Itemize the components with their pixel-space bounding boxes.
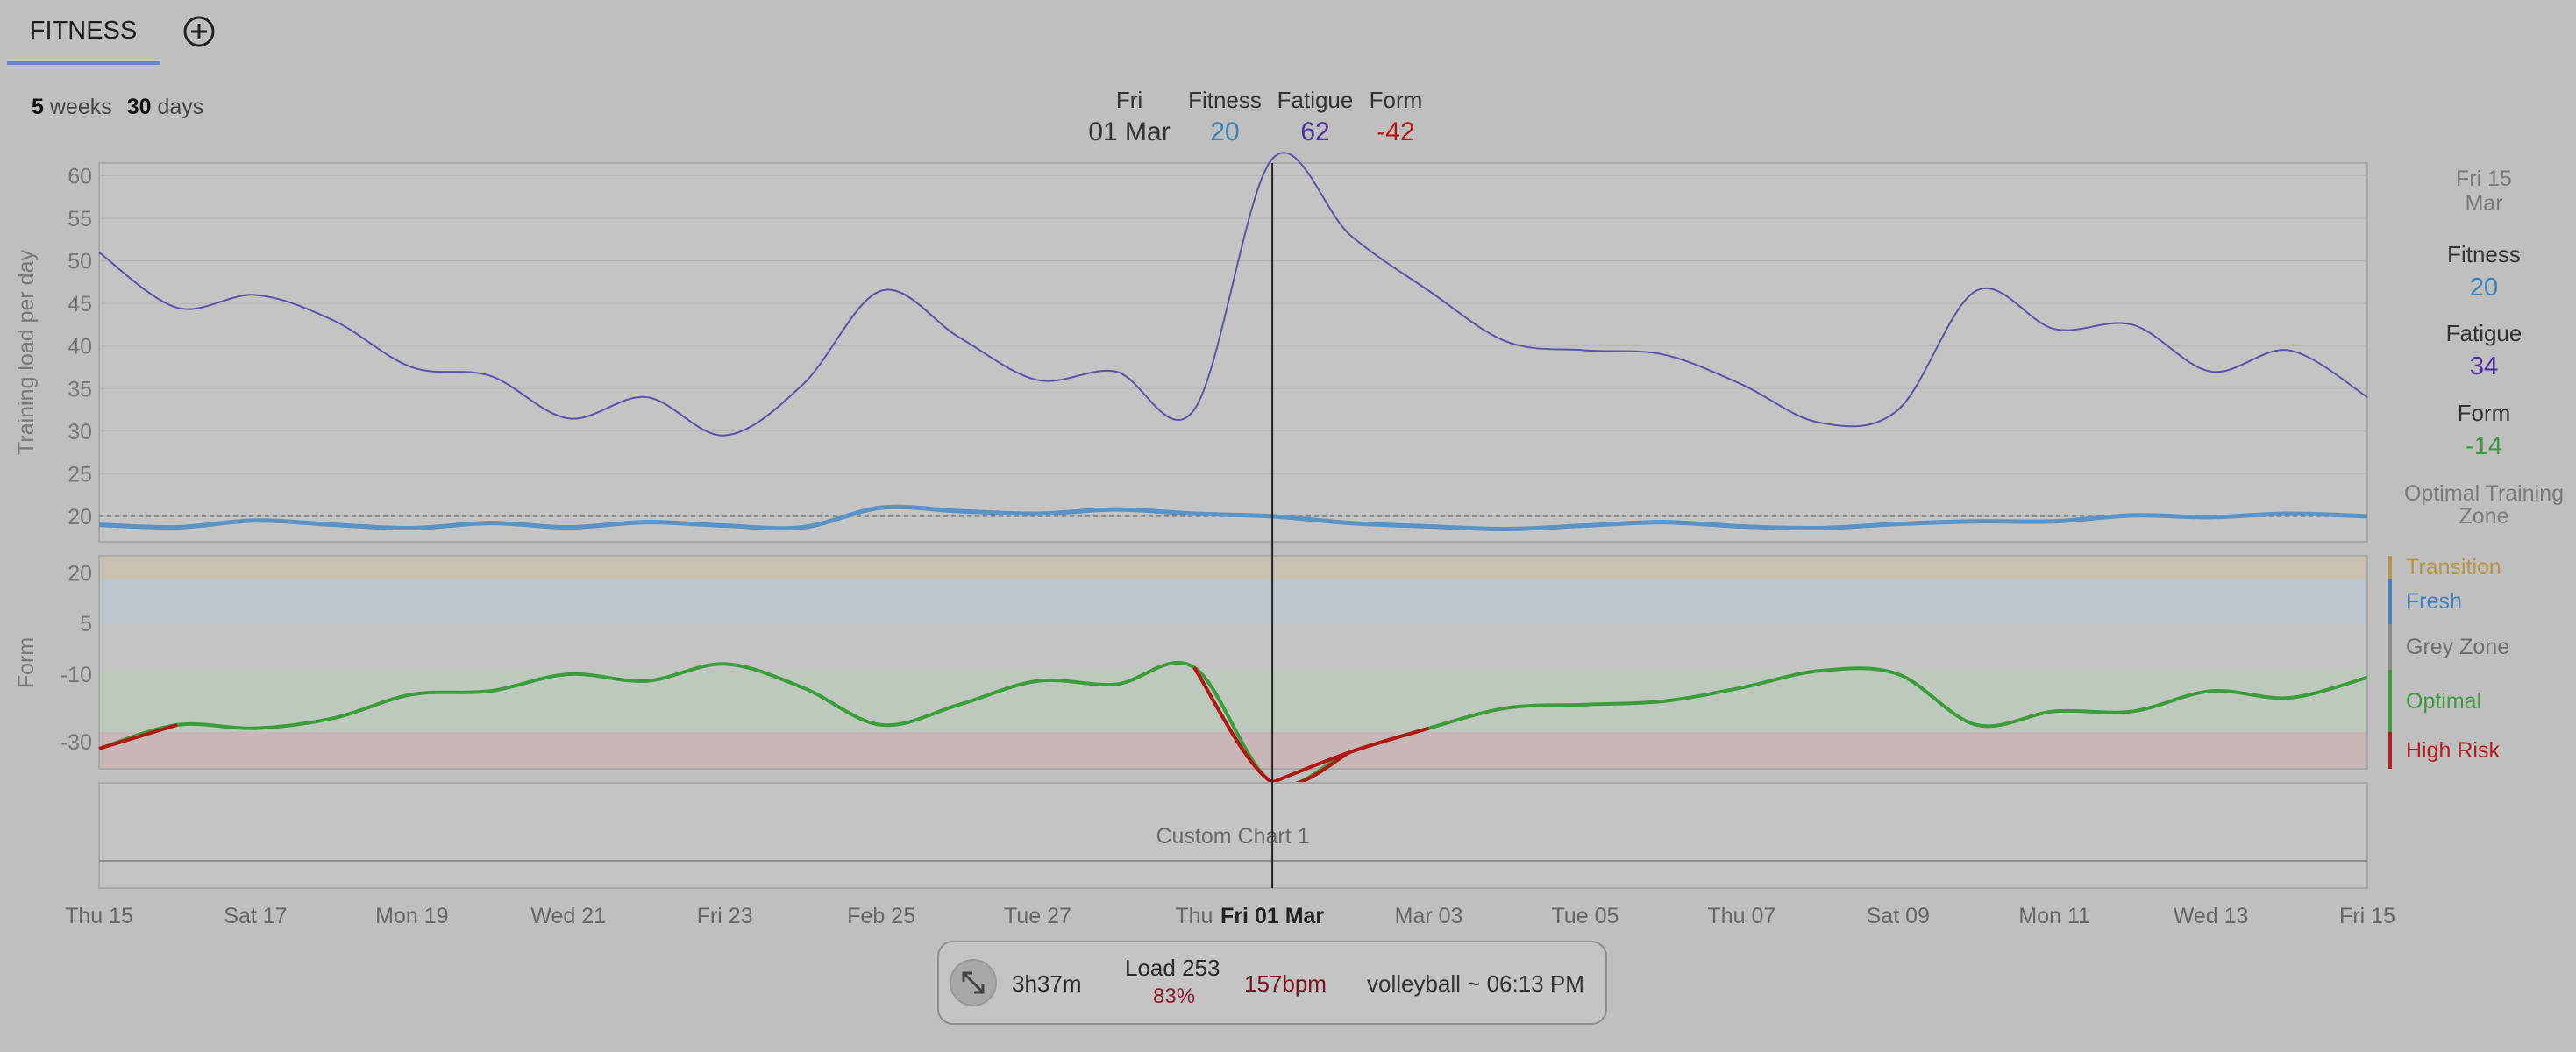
tooltip-form-label: Form xyxy=(1370,87,1423,113)
x-tick-label: Sat 09 xyxy=(1867,904,1930,928)
form-y-tick-label: 20 xyxy=(68,561,92,586)
activity-heart-rate: 157bpm xyxy=(1244,970,1327,997)
x-tick-label: Mar 03 xyxy=(1395,904,1463,928)
cursor-tooltip: Fri 01 Mar Fitness 20 Fatigue 62 Form -4… xyxy=(1088,87,1422,146)
load-y-tick-label: 40 xyxy=(68,335,92,359)
zone-high-risk-label: High Risk xyxy=(2406,738,2500,763)
x-tick-label: Feb 25 xyxy=(847,904,915,928)
side-date-line2: Mar xyxy=(2465,191,2502,216)
zone-grey-label: Grey Zone xyxy=(2406,635,2509,659)
form-y-axis-label: Form xyxy=(14,637,39,688)
side-fitness-label: Fitness xyxy=(2447,241,2521,267)
side-date-line1: Fri 15 xyxy=(2456,167,2512,191)
grey-band xyxy=(99,624,2367,670)
load-y-axis-label: Training load per day xyxy=(14,250,39,455)
x-tick-label: Mon 11 xyxy=(2018,904,2090,928)
side-fatigue-value: 34 xyxy=(2470,352,2498,380)
tooltip-day: Fri xyxy=(1116,87,1142,113)
load-y-tick-label: 35 xyxy=(68,377,92,402)
zone-fresh-label: Fresh xyxy=(2406,589,2462,614)
load-y-tick-label: 20 xyxy=(68,505,92,530)
form-series-line xyxy=(98,660,2368,788)
custom-chart-area xyxy=(98,782,2368,889)
fitness-series-line xyxy=(98,504,2368,531)
x-tick-label: Tue 05 xyxy=(1551,904,1619,928)
side-form-label: Form xyxy=(2458,400,2511,426)
zone-optimal-label: Optimal xyxy=(2406,689,2481,714)
zone-transition-label: Transition xyxy=(2406,555,2501,579)
x-tick-label: Thu 15 xyxy=(65,904,133,928)
activity-summary-card[interactable]: 3h37m Load 253 83% 157bpm volleyball ~ 0… xyxy=(937,941,1607,1025)
tooltip-fatigue-label: Fatigue xyxy=(1277,87,1354,113)
expand-icon[interactable] xyxy=(950,959,997,1006)
load-y-axis: 20 25 30 35 40 45 50 55 60 xyxy=(68,165,2367,530)
x-tick-label: Fri 23 xyxy=(697,904,753,928)
form-chart-area xyxy=(98,555,2368,770)
activity-duration: 3h37m xyxy=(1012,970,1082,997)
x-tick-label: Thu 07 xyxy=(1707,904,1775,928)
x-tick-label: Sat 17 xyxy=(224,904,287,928)
transition-band xyxy=(99,556,2367,579)
x-tick-label: Thu xyxy=(1175,904,1213,928)
side-zone-line1: Optimal Training xyxy=(2404,481,2564,506)
form-y-tick-label: -30 xyxy=(60,730,92,755)
add-tab-icon[interactable] xyxy=(181,14,217,49)
load-y-tick-label: 30 xyxy=(68,420,92,444)
custom-chart-label: Custom Chart 1 xyxy=(1156,824,1309,849)
form-y-axis: 20 5 -10 -30 xyxy=(60,561,92,755)
tooltip-fitness-value: 20 xyxy=(1210,117,1239,146)
side-form-value: -14 xyxy=(2466,432,2502,460)
form-zone-bands xyxy=(99,556,2367,769)
form-y-tick-label: -10 xyxy=(60,663,92,687)
weeks-unit: weeks xyxy=(49,95,112,119)
x-tick-label: Fri 15 xyxy=(2339,904,2395,928)
tooltip-fatigue-value: 62 xyxy=(1300,117,1329,146)
activity-load-percent: 83% xyxy=(1153,984,1196,1008)
x-tick-label: Tue 27 xyxy=(1004,904,1071,928)
load-y-tick-label: 60 xyxy=(68,165,92,189)
tooltip-fitness-label: Fitness xyxy=(1188,87,1262,113)
load-y-tick-label: 25 xyxy=(68,462,92,487)
load-chart-area xyxy=(98,162,2368,543)
high-risk-band xyxy=(99,732,2367,769)
load-y-tick-label: 55 xyxy=(68,207,92,231)
tooltip-form-value: -42 xyxy=(1377,117,1414,146)
side-summary-panel: Fri 15 Mar Fitness 20 Fatigue 34 Form -1… xyxy=(2404,167,2564,529)
x-tick-label: Fri 01 Mar xyxy=(1220,904,1324,928)
activity-sport: volleyball ~ 06:13 PM xyxy=(1367,970,1584,997)
load-y-tick-label: 50 xyxy=(68,250,92,274)
x-tick-label: Mon 19 xyxy=(375,904,448,928)
days-unit: days xyxy=(157,95,204,119)
side-zone-line2: Zone xyxy=(2459,504,2509,529)
form-y-tick-label: 5 xyxy=(80,612,92,636)
header: FITNESS xyxy=(0,0,2576,70)
days-value: 30 xyxy=(126,95,152,119)
fatigue-series-line xyxy=(98,152,2368,437)
x-axis: Thu 15 Sat 17 Mon 19 Wed 21 Fri 23 Feb 25 Tue … xyxy=(65,904,2395,928)
x-tick-label: Wed 13 xyxy=(2174,904,2249,928)
date-range-summary[interactable]: 5 weeks 30 days xyxy=(32,95,203,120)
tooltip-date: 01 Mar xyxy=(1088,117,1170,146)
tab-fitness[interactable]: FITNESS xyxy=(7,0,160,65)
zone-legend: Transition Fresh Grey Zone Optimal High … xyxy=(2388,555,2509,769)
load-y-tick-label: 45 xyxy=(68,292,92,316)
activity-load: Load 253 xyxy=(1125,955,1220,981)
x-tick-label: Wed 21 xyxy=(530,904,606,928)
optimal-band xyxy=(99,670,2367,732)
side-fatigue-label: Fatigue xyxy=(2446,320,2523,346)
fresh-band xyxy=(99,579,2367,624)
weeks-value: 5 xyxy=(32,95,44,119)
side-fitness-value: 20 xyxy=(2470,274,2498,302)
